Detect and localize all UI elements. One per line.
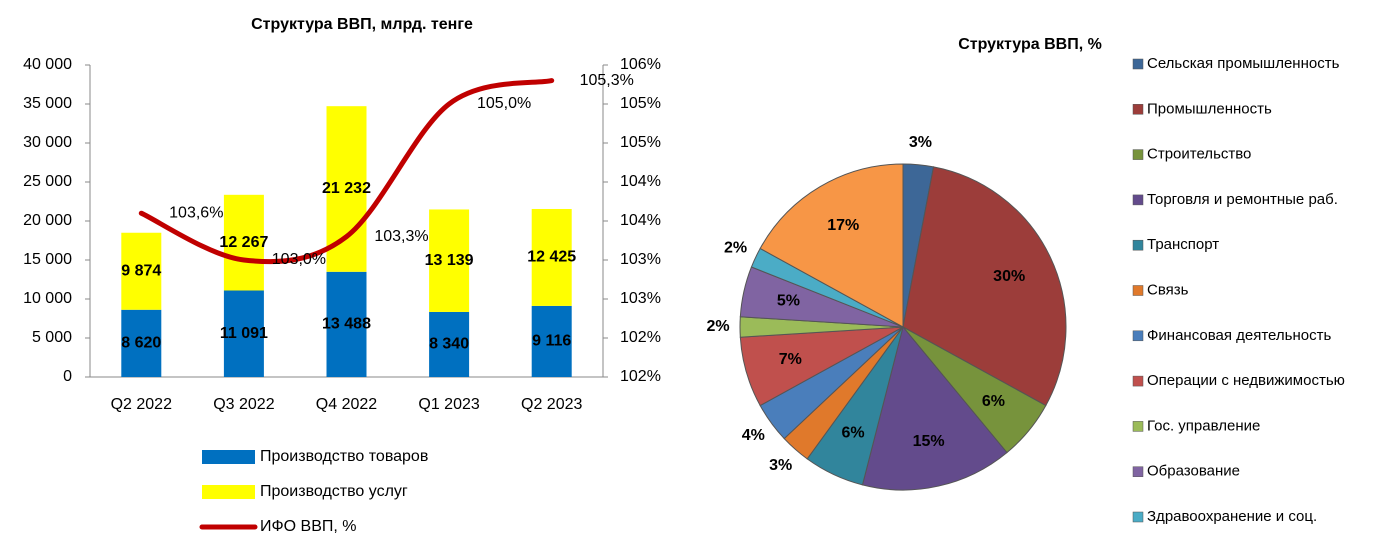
legend-label: Торговля и ремонтные раб. xyxy=(1147,191,1338,208)
bar xyxy=(121,309,162,377)
legend-swatch xyxy=(1132,58,1144,70)
legend-label: Финансовая деятельность xyxy=(1147,327,1331,344)
y2-tick-label: 104% xyxy=(620,212,661,229)
legend-label: Производство товаров xyxy=(260,448,428,465)
legend-swatch xyxy=(202,450,255,464)
pie-slice xyxy=(759,163,904,328)
x-tick-label: Q2 2023 xyxy=(521,396,582,413)
legend-label: ИФО ВВП, % xyxy=(260,518,357,534)
x-tick-label: Q3 2022 xyxy=(213,396,274,413)
legend-label: Промышленность xyxy=(1147,100,1272,117)
bar xyxy=(121,232,162,310)
data-label: 12 267 xyxy=(219,234,268,251)
data-label: 7% xyxy=(779,351,802,368)
pie-slice xyxy=(902,166,1067,407)
legend-swatch xyxy=(202,485,255,499)
bar xyxy=(531,208,572,306)
legend-swatch xyxy=(1132,285,1144,296)
data-label: 5% xyxy=(777,293,800,310)
legend-label: Здравоохранение и соц. xyxy=(1147,508,1317,525)
legend-label: Образование xyxy=(1147,463,1240,480)
chart-title: Структура ВВП, млрд. тенге xyxy=(251,16,473,33)
data-label: 21 232 xyxy=(322,180,371,197)
y-tick-label: 20 000 xyxy=(23,212,72,229)
data-label: 2% xyxy=(706,318,729,335)
bar xyxy=(531,305,572,377)
data-label: 9 874 xyxy=(121,262,161,279)
legend-swatch xyxy=(1132,149,1144,160)
data-label: 103,6% xyxy=(169,204,223,221)
y2-tick-label: 105% xyxy=(620,95,661,112)
y2-tick-label: 104% xyxy=(620,173,661,190)
y2-tick-label: 103% xyxy=(620,251,661,268)
legend-label: Операции с недвижимостью xyxy=(1147,372,1345,389)
y-tick-label: 25 000 xyxy=(23,173,72,190)
y2-tick-label: 106% xyxy=(620,56,661,73)
y-tick-label: 40 000 xyxy=(23,56,72,73)
y-tick-label: 30 000 xyxy=(23,134,72,151)
y-tick-label: 5 000 xyxy=(32,329,72,346)
bar xyxy=(223,290,264,377)
legend-swatch xyxy=(1132,466,1144,477)
data-label: 8 340 xyxy=(429,336,469,353)
data-label: 4% xyxy=(742,427,765,444)
bar xyxy=(326,271,367,377)
chart-title: Структура ВВП, % xyxy=(958,36,1102,53)
bar xyxy=(429,209,470,312)
y-tick-label: 35 000 xyxy=(23,95,72,112)
y-tick-label: 10 000 xyxy=(23,290,72,307)
y2-tick-label: 102% xyxy=(620,329,661,346)
data-label: 6% xyxy=(841,424,864,441)
bar xyxy=(429,311,470,377)
data-label: 17% xyxy=(827,217,859,234)
data-label: 3% xyxy=(909,134,932,151)
data-label: 3% xyxy=(769,457,792,474)
legend-swatch xyxy=(1132,421,1144,432)
legend-label: Производство услуг xyxy=(260,483,408,500)
legend-label: Гос. управление xyxy=(1147,417,1260,434)
data-label: 30% xyxy=(993,268,1025,285)
legend-label: Строительство xyxy=(1147,146,1251,163)
data-label: 8 620 xyxy=(121,335,161,352)
data-label: 2% xyxy=(724,239,747,256)
line xyxy=(138,78,555,265)
legend-swatch xyxy=(1132,330,1144,342)
y2-tick-label: 105% xyxy=(620,134,661,151)
data-label: 15% xyxy=(913,433,945,450)
data-label: 6% xyxy=(982,393,1005,410)
legend-swatch xyxy=(1132,511,1144,523)
legend-swatch xyxy=(1132,104,1144,115)
data-label: 9 116 xyxy=(532,333,571,350)
data-label: 103,0% xyxy=(272,251,326,268)
data-label: 11 091 xyxy=(220,325,268,342)
x-tick-label: Q4 2022 xyxy=(316,396,377,413)
bar xyxy=(223,194,264,291)
data-label: 13 488 xyxy=(322,316,371,333)
legend-swatch xyxy=(1132,239,1144,251)
legend-swatch xyxy=(1132,194,1144,206)
legend-swatch xyxy=(1132,375,1144,387)
data-label: 105,0% xyxy=(477,95,531,112)
x-tick-label: Q2 2022 xyxy=(111,396,172,413)
x-tick-label: Q1 2023 xyxy=(418,396,479,413)
legend-label: Транспорт xyxy=(1147,236,1219,253)
data-label: 103,3% xyxy=(374,228,428,245)
y-tick-label: 0 xyxy=(63,368,72,385)
data-label: 13 139 xyxy=(425,252,474,269)
data-label: 105,3% xyxy=(580,72,634,89)
data-label: 12 425 xyxy=(527,249,576,266)
legend-label: Связь xyxy=(1147,281,1189,298)
y2-tick-label: 102% xyxy=(620,368,661,385)
pie-slice xyxy=(861,325,1008,491)
legend-label: Сельская промышленность xyxy=(1147,55,1340,72)
y-tick-label: 15 000 xyxy=(23,251,72,268)
y2-tick-label: 103% xyxy=(620,290,661,307)
